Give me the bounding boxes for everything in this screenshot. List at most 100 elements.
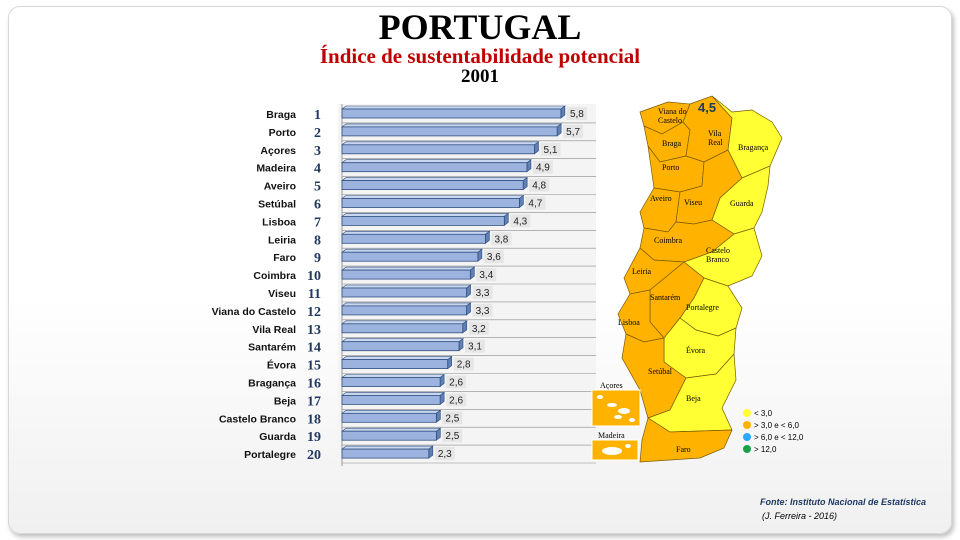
value-label: 3,4 (479, 270, 493, 281)
category-label: Coimbra (253, 270, 296, 282)
value-label: 5,7 (566, 127, 580, 138)
district-label: Guarda (730, 199, 754, 208)
rank-label: 4 (314, 162, 321, 177)
legend-swatch (743, 445, 751, 453)
district-labels: Viana do Castelo Braga Vila Real Bragança Port… (618, 107, 769, 454)
legend-label: > 3,0 e < 6,0 (754, 421, 799, 430)
bar-top (341, 123, 563, 128)
bar-top (341, 105, 566, 110)
bar-top (341, 445, 434, 450)
district-faro (639, 417, 733, 463)
rank-label: 16 (307, 377, 321, 392)
value-label-box (446, 375, 467, 389)
bar (341, 341, 460, 352)
rank-label: 19 (307, 430, 321, 445)
madeira-island-icon (602, 447, 622, 455)
category-label: Santarém (248, 342, 296, 354)
bar-top (341, 248, 483, 253)
inset-label-acores: Açores (600, 381, 623, 390)
rank-label: 15 (307, 359, 321, 374)
value-label: 2,5 (445, 431, 459, 442)
rank-label: 8 (314, 233, 321, 248)
category-label: Vila Real (252, 324, 296, 336)
category-label: Braga (266, 109, 296, 121)
rank-label: 13 (307, 323, 321, 338)
bar-top (341, 284, 472, 289)
category-label: Leiria (268, 234, 296, 246)
value-label: 3,3 (476, 288, 490, 299)
value-label: 2,6 (449, 378, 463, 389)
bar-top (341, 177, 529, 181)
bar (341, 144, 535, 155)
category-label: Bragança (248, 378, 296, 390)
rank-label: 18 (307, 412, 321, 427)
value-label: 5,8 (570, 109, 584, 120)
bar-top (341, 141, 540, 146)
district-label: Faro (676, 445, 691, 454)
bar-top (341, 213, 510, 217)
district-label: Santarém (650, 293, 681, 302)
value-label-box (483, 250, 504, 264)
inset-label-madeira: Madeira (598, 431, 625, 440)
legend-swatch (743, 421, 751, 429)
rank-label: 6 (314, 198, 321, 213)
bar (341, 430, 437, 441)
source-note: Fonte: Instituto Nacional de Estatística (760, 497, 927, 507)
category-label: Viana do Castelo (212, 306, 296, 318)
category-label: Portalegre (244, 449, 296, 461)
rank-label: 17 (307, 394, 321, 409)
value-label: 3,2 (472, 324, 486, 335)
district-label: Leiria (632, 267, 652, 276)
bar-top (341, 320, 468, 325)
district-label: Porto (662, 163, 679, 172)
district-label: Aveiro (650, 194, 672, 203)
value-label-box (442, 429, 463, 443)
value-label-box (472, 303, 493, 317)
value-label: 3,1 (468, 342, 482, 353)
district-label: Lisboa (618, 318, 640, 327)
category-label: Setúbal (258, 199, 296, 211)
rank-label: 1 (314, 108, 321, 123)
page-subtitle: Índice de sustentabilidade potencial (319, 44, 641, 68)
acores-islands-icon (597, 395, 635, 422)
bar-top (341, 195, 525, 199)
legend-label: > 12,0 (754, 445, 777, 454)
category-label: Guarda (259, 431, 296, 443)
value-label-box (468, 321, 489, 335)
value-label: 4,7 (528, 199, 542, 210)
bar (341, 180, 524, 191)
category-label: Lisboa (262, 216, 296, 228)
bar-top (341, 374, 446, 378)
rank-label: 14 (307, 341, 321, 356)
bar (341, 287, 467, 298)
value-label: 2,6 (449, 395, 463, 406)
category-label: Évora (267, 359, 296, 372)
bar (341, 198, 520, 208)
category-label: Aveiro (264, 181, 296, 193)
bar-top (341, 427, 442, 432)
bar-top (341, 266, 476, 271)
author-note: (J. Ferreira - 2016) (762, 511, 838, 521)
district-label: Viseu (684, 198, 702, 207)
bar-top (341, 302, 472, 307)
district-label: Castelo Branco (706, 246, 730, 264)
bar (341, 269, 471, 280)
category-label: Faro (273, 252, 296, 264)
legend-label: > 6,0 e < 12,0 (754, 433, 804, 442)
legend-swatch (743, 433, 751, 441)
national-value: 4,5 (698, 100, 716, 115)
value-label-box (446, 393, 467, 407)
bar (341, 377, 441, 387)
bar (341, 108, 562, 119)
district-label: Coimbra (654, 236, 682, 245)
value-label: 4,8 (532, 181, 546, 192)
rank-label: 7 (314, 215, 321, 230)
value-label-box (442, 411, 463, 425)
bar (341, 126, 558, 137)
value-label: 5,1 (544, 145, 558, 156)
value-label-box (491, 232, 512, 246)
value-label: 2,3 (438, 449, 452, 460)
value-label: 4,3 (513, 216, 527, 227)
bar (341, 251, 479, 262)
